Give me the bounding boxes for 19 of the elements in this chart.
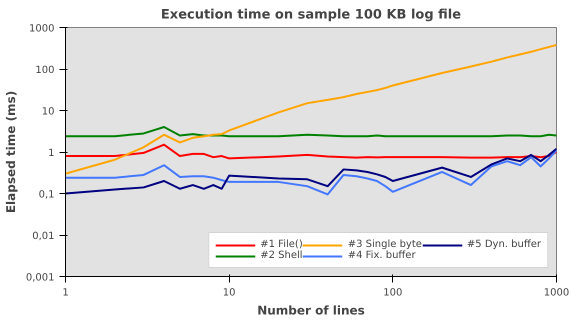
legend-label: #1 File() (260, 239, 303, 250)
y-tick-label: 0,01 (32, 231, 54, 242)
y-tick-label: 10 (42, 106, 55, 118)
legend-label: #5 Dyn. buffer (466, 239, 541, 250)
y-tick-label: 1 (48, 148, 55, 159)
y-tick-label: 0,001 (26, 272, 55, 284)
x-tick-label: 1 (62, 288, 69, 298)
x-tick-label: 10 (222, 288, 236, 298)
x-axis-title: Number of lines (257, 304, 365, 318)
y-axis-title: Elapsed time (ms) (4, 90, 18, 214)
x-tick-label: 100 (383, 288, 402, 298)
y-tick-label: 1000 (29, 24, 55, 34)
legend-label: #2 Shell (260, 250, 303, 261)
x-tick-label: 1000 (544, 288, 570, 298)
y-tick-label: 0,1 (38, 190, 55, 200)
legend-label: #3 Single byte (348, 239, 422, 250)
chart-title: Execution time on sample 100 KB log file (160, 8, 462, 22)
y-tick-label: 100 (35, 65, 55, 76)
legend-label: #4 Fix. buffer (348, 250, 416, 261)
